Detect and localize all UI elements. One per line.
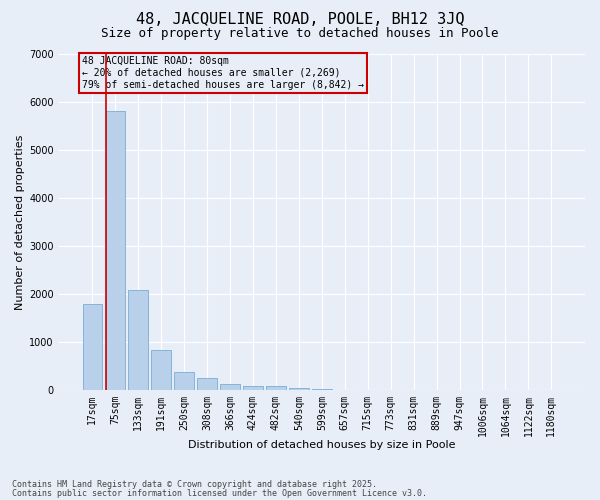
- Bar: [175, 372, 194, 390]
- Text: Size of property relative to detached houses in Poole: Size of property relative to detached ho…: [101, 28, 499, 40]
- Bar: [289, 388, 308, 390]
- Bar: [83, 304, 102, 390]
- Text: Contains public sector information licensed under the Open Government Licence v3: Contains public sector information licen…: [12, 488, 427, 498]
- Bar: [106, 110, 125, 390]
- Bar: [220, 384, 240, 390]
- Bar: [128, 290, 148, 390]
- Bar: [243, 386, 263, 390]
- Bar: [197, 378, 217, 390]
- Text: 48, JACQUELINE ROAD, POOLE, BH12 3JQ: 48, JACQUELINE ROAD, POOLE, BH12 3JQ: [136, 12, 464, 26]
- Text: Contains HM Land Registry data © Crown copyright and database right 2025.: Contains HM Land Registry data © Crown c…: [12, 480, 377, 489]
- X-axis label: Distribution of detached houses by size in Poole: Distribution of detached houses by size …: [188, 440, 455, 450]
- Bar: [151, 350, 171, 390]
- Y-axis label: Number of detached properties: Number of detached properties: [15, 134, 25, 310]
- Bar: [266, 386, 286, 390]
- Text: 48 JACQUELINE ROAD: 80sqm
← 20% of detached houses are smaller (2,269)
79% of se: 48 JACQUELINE ROAD: 80sqm ← 20% of detac…: [82, 56, 364, 90]
